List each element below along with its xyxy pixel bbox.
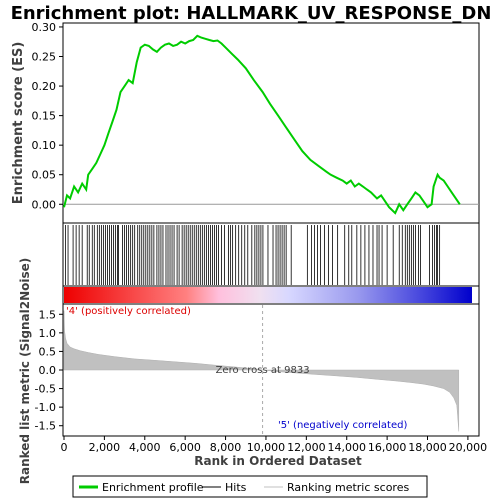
x-tick-label: 10,000 — [247, 441, 286, 454]
es-y-tick-label: 0.30 — [32, 21, 57, 34]
x-tick-label: 18,000 — [408, 441, 447, 454]
metric-y-tick-label: -1.0 — [35, 401, 56, 414]
metric-y-axis-label: Ranked list metric (Signal2Noise) — [18, 258, 32, 485]
metric-y-tick-label: 1.0 — [39, 327, 57, 340]
x-axis-label: Rank in Ordered Dataset — [194, 454, 362, 468]
negative-label: '5' (negatively correlated) — [278, 420, 407, 431]
legend-metric-label: Ranking metric scores — [287, 481, 409, 494]
x-tick-label: 0 — [61, 441, 68, 454]
x-tick-label: 2,000 — [89, 441, 121, 454]
hits-panel — [62, 222, 480, 287]
hit-markers — [65, 225, 441, 285]
es-y-tick-label: 0.20 — [32, 80, 57, 93]
x-ticks: 0 2,000 4,000 6,000 8,000 10,000 12,000 14,000 1… — [61, 436, 488, 454]
es-y-tick-label: 0.10 — [32, 139, 57, 152]
es-y-axis-label: Enrichment score (ES) — [11, 42, 26, 205]
chart-title: Enrichment plot: HALLMARK_UV_RESPONSE_DN — [11, 3, 492, 24]
positive-label: '4' (positively correlated) — [66, 306, 191, 317]
es-y-tick-label: 0.05 — [32, 169, 57, 182]
metric-y-tick-label: -0.5 — [35, 383, 56, 396]
x-tick-label: 4,000 — [129, 441, 161, 454]
metric-y-tick-label: 1.5 — [39, 308, 57, 321]
es-y-tick-label: 0.15 — [32, 110, 57, 123]
es-y-tick-label: 0.00 — [32, 198, 57, 211]
rank-color-bar — [64, 287, 472, 303]
legend-hits-label: Hits — [225, 481, 247, 494]
metric-y-tick-label: -1.5 — [35, 420, 56, 433]
hits-frame — [62, 222, 480, 287]
es-y-ticks: 0.00 0.05 0.10 0.15 0.20 0.25 0.30 — [32, 21, 63, 211]
metric-y-ticks: 1.5 1.0 0.5 0.0 -0.5 -1.0 -1.5 — [35, 308, 63, 433]
x-tick-label: 6,000 — [169, 441, 201, 454]
metric-panel: Zero cross at 9833 '4' (positively corre… — [18, 258, 487, 485]
metric-y-tick-label: 0.0 — [39, 364, 57, 377]
x-tick-label: 8,000 — [210, 441, 242, 454]
enrichment-profile-line — [63, 34, 461, 215]
legend: Enrichment profile Hits Ranking metric s… — [72, 475, 428, 498]
x-tick-label: 14,000 — [327, 441, 366, 454]
x-tick-label: 20,000 — [449, 441, 488, 454]
legend-box — [72, 475, 428, 498]
x-tick-label: 12,000 — [287, 441, 326, 454]
metric-y-tick-label: 0.5 — [39, 345, 57, 358]
x-tick-label: 16,000 — [368, 441, 407, 454]
ranking-metric-area — [63, 310, 460, 432]
es-panel: 0.00 0.05 0.10 0.15 0.20 0.25 0.30 Enrichment … — [11, 21, 480, 224]
es-plot-frame — [62, 22, 480, 224]
es-y-tick-label: 0.25 — [32, 51, 57, 64]
legend-profile-label: Enrichment profile — [102, 481, 204, 494]
zero-cross-label: Zero cross at 9833 — [216, 365, 310, 376]
